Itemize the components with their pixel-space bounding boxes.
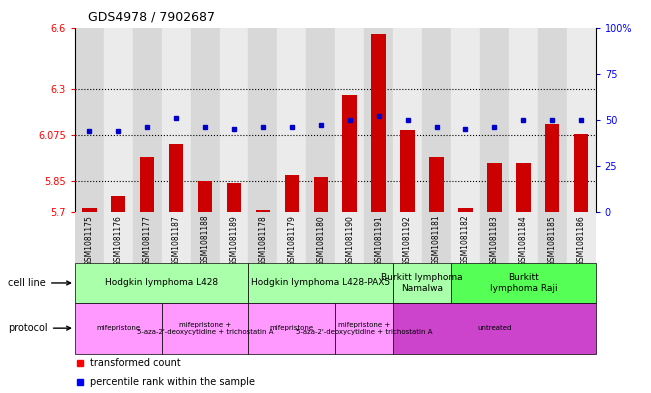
Text: Hodgkin lymphoma L428-PAX5: Hodgkin lymphoma L428-PAX5 bbox=[251, 279, 391, 287]
Text: protocol: protocol bbox=[8, 323, 70, 333]
Bar bbox=[249, 303, 335, 354]
Text: GSM1081176: GSM1081176 bbox=[114, 215, 123, 266]
Text: cell line: cell line bbox=[8, 278, 70, 288]
Bar bbox=[567, 212, 596, 263]
Bar bbox=[545, 124, 559, 212]
Text: GSM1081181: GSM1081181 bbox=[432, 215, 441, 265]
Bar bbox=[75, 263, 249, 303]
Bar bbox=[104, 212, 133, 263]
Bar bbox=[342, 95, 357, 212]
Bar bbox=[133, 212, 161, 263]
Bar bbox=[393, 303, 596, 354]
Bar bbox=[256, 210, 270, 212]
Bar bbox=[335, 28, 364, 212]
Bar bbox=[75, 303, 161, 354]
Bar bbox=[314, 177, 328, 212]
Text: GSM1081183: GSM1081183 bbox=[490, 215, 499, 266]
Text: GSM1081186: GSM1081186 bbox=[577, 215, 586, 266]
Bar bbox=[111, 196, 126, 212]
Text: mifepristone: mifepristone bbox=[270, 325, 314, 331]
Bar bbox=[509, 28, 538, 212]
Bar bbox=[451, 28, 480, 212]
Bar bbox=[191, 212, 219, 263]
Bar bbox=[393, 263, 451, 303]
Bar bbox=[451, 212, 480, 263]
Bar bbox=[219, 28, 249, 212]
Bar bbox=[335, 303, 393, 354]
Bar bbox=[307, 28, 335, 212]
Text: GSM1081187: GSM1081187 bbox=[172, 215, 180, 266]
Text: GSM1081190: GSM1081190 bbox=[345, 215, 354, 266]
Bar bbox=[538, 212, 567, 263]
Bar bbox=[538, 28, 567, 212]
Bar bbox=[516, 163, 531, 212]
Bar bbox=[364, 212, 393, 263]
Text: Burkitt lymphoma
Namalwa: Burkitt lymphoma Namalwa bbox=[381, 273, 463, 293]
Bar bbox=[219, 212, 249, 263]
Bar bbox=[422, 212, 451, 263]
Bar bbox=[284, 175, 299, 212]
Bar bbox=[400, 130, 415, 212]
Text: transformed count: transformed count bbox=[90, 358, 181, 367]
Bar bbox=[393, 212, 422, 263]
Bar bbox=[75, 212, 104, 263]
Text: GSM1081177: GSM1081177 bbox=[143, 215, 152, 266]
Bar bbox=[393, 28, 422, 212]
Bar bbox=[249, 28, 277, 212]
Bar bbox=[169, 145, 184, 212]
Bar bbox=[480, 212, 509, 263]
Bar bbox=[458, 208, 473, 212]
Text: percentile rank within the sample: percentile rank within the sample bbox=[90, 377, 255, 387]
Bar bbox=[487, 163, 502, 212]
Bar bbox=[140, 157, 154, 212]
Text: untreated: untreated bbox=[477, 325, 512, 331]
Bar bbox=[227, 184, 242, 212]
Text: mifepristone +
5-aza-2'-deoxycytidine + trichostatin A: mifepristone + 5-aza-2'-deoxycytidine + … bbox=[296, 321, 432, 335]
Bar bbox=[480, 28, 509, 212]
Bar bbox=[161, 28, 191, 212]
Text: GSM1081185: GSM1081185 bbox=[547, 215, 557, 266]
Text: GSM1081191: GSM1081191 bbox=[374, 215, 383, 266]
Text: GSM1081175: GSM1081175 bbox=[85, 215, 94, 266]
Text: GSM1081178: GSM1081178 bbox=[258, 215, 268, 266]
Bar bbox=[277, 212, 307, 263]
Bar bbox=[198, 182, 212, 212]
Bar bbox=[422, 28, 451, 212]
Bar bbox=[82, 208, 96, 212]
Text: GSM1081184: GSM1081184 bbox=[519, 215, 528, 266]
Bar bbox=[104, 28, 133, 212]
Text: GSM1081189: GSM1081189 bbox=[230, 215, 238, 266]
Text: mifepristone +
5-aza-2'-deoxycytidine + trichostatin A: mifepristone + 5-aza-2'-deoxycytidine + … bbox=[137, 321, 273, 335]
Text: GDS4978 / 7902687: GDS4978 / 7902687 bbox=[88, 11, 215, 24]
Text: GSM1081180: GSM1081180 bbox=[316, 215, 326, 266]
Bar bbox=[451, 263, 596, 303]
Text: GSM1081188: GSM1081188 bbox=[201, 215, 210, 265]
Bar bbox=[307, 212, 335, 263]
Bar bbox=[277, 28, 307, 212]
Bar bbox=[567, 28, 596, 212]
Bar bbox=[335, 212, 364, 263]
Bar bbox=[191, 28, 219, 212]
Bar bbox=[372, 34, 386, 212]
Bar bbox=[249, 212, 277, 263]
Text: Burkitt
lymphoma Raji: Burkitt lymphoma Raji bbox=[490, 273, 557, 293]
Bar bbox=[429, 157, 444, 212]
Bar bbox=[133, 28, 161, 212]
Bar bbox=[574, 134, 589, 212]
Bar bbox=[364, 28, 393, 212]
Text: GSM1081179: GSM1081179 bbox=[287, 215, 296, 266]
Text: GSM1081192: GSM1081192 bbox=[403, 215, 412, 266]
Bar bbox=[249, 263, 393, 303]
Bar bbox=[509, 212, 538, 263]
Bar bbox=[161, 303, 249, 354]
Text: GSM1081182: GSM1081182 bbox=[461, 215, 470, 265]
Text: mifepristone: mifepristone bbox=[96, 325, 141, 331]
Bar bbox=[75, 28, 104, 212]
Bar bbox=[161, 212, 191, 263]
Text: Hodgkin lymphoma L428: Hodgkin lymphoma L428 bbox=[105, 279, 218, 287]
